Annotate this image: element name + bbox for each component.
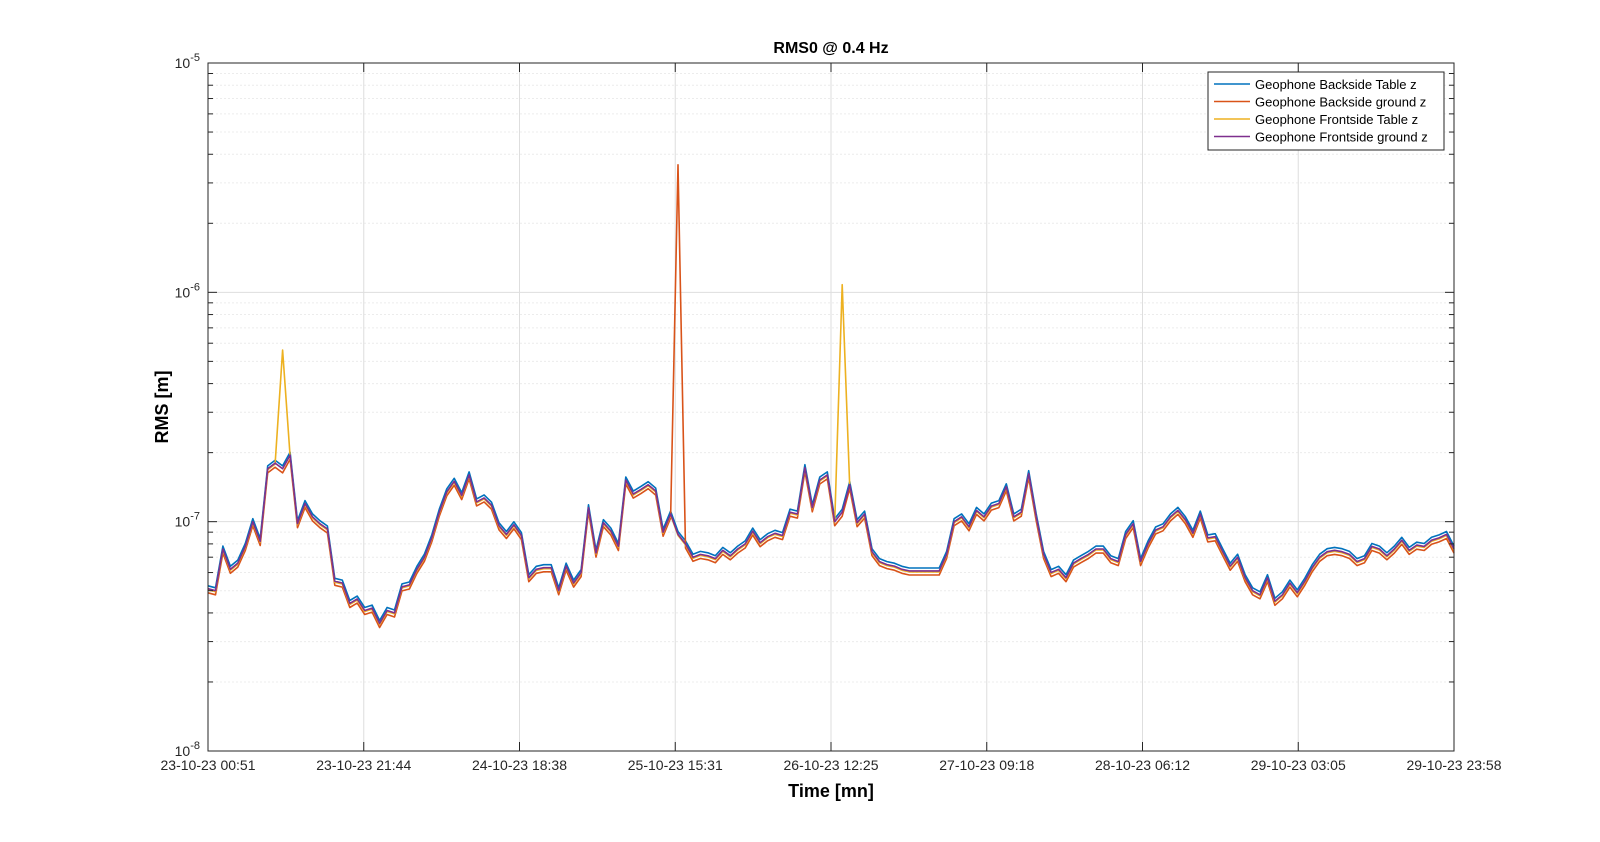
x-tick-label: 23-10-23 21:44 — [316, 757, 411, 773]
chart-title: RMS0 @ 0.4 Hz — [773, 40, 888, 57]
x-tick-label: 29-10-23 03:05 — [1251, 757, 1346, 773]
x-axis-label: Time [mn] — [788, 781, 874, 801]
legend-entry: Geophone Frontside Table z — [1255, 112, 1418, 127]
x-tick-label: 26-10-23 12:25 — [784, 757, 879, 773]
x-tick-labels: 23-10-23 00:51 23-10-23 21:44 24-10-23 18:… — [161, 757, 1502, 773]
x-tick-label: 24-10-23 18:38 — [472, 757, 567, 773]
legend-entry: Geophone Backside ground z — [1255, 95, 1426, 110]
y-tick-label: 10-5 — [175, 52, 200, 71]
y-tick-labels: 10-8 10-7 10-6 10-5 — [175, 52, 200, 759]
x-tick-label: 29-10-23 23:58 — [1407, 757, 1502, 773]
legend: Geophone Backside Table z Geophone Backsi… — [1207, 71, 1445, 151]
legend-entry: Geophone Backside Table z — [1255, 77, 1417, 92]
legend-entry: Geophone Frontside ground z — [1255, 130, 1428, 145]
y-tick-label: 10-7 — [175, 511, 200, 530]
x-tick-label: 23-10-23 00:51 — [161, 757, 256, 773]
x-tick-label: 28-10-23 06:12 — [1095, 757, 1190, 773]
y-tick-label: 10-8 — [175, 740, 200, 759]
series-line-4 — [207, 454, 1455, 625]
series-lines — [207, 164, 1455, 629]
y-tick-label: 10-6 — [175, 281, 200, 300]
x-tick-label: 27-10-23 09:18 — [939, 757, 1034, 773]
x-tick-label: 25-10-23 15:31 — [628, 757, 723, 773]
y-axis-label: RMS [m] — [152, 371, 172, 444]
axis-ticks — [207, 63, 1455, 752]
